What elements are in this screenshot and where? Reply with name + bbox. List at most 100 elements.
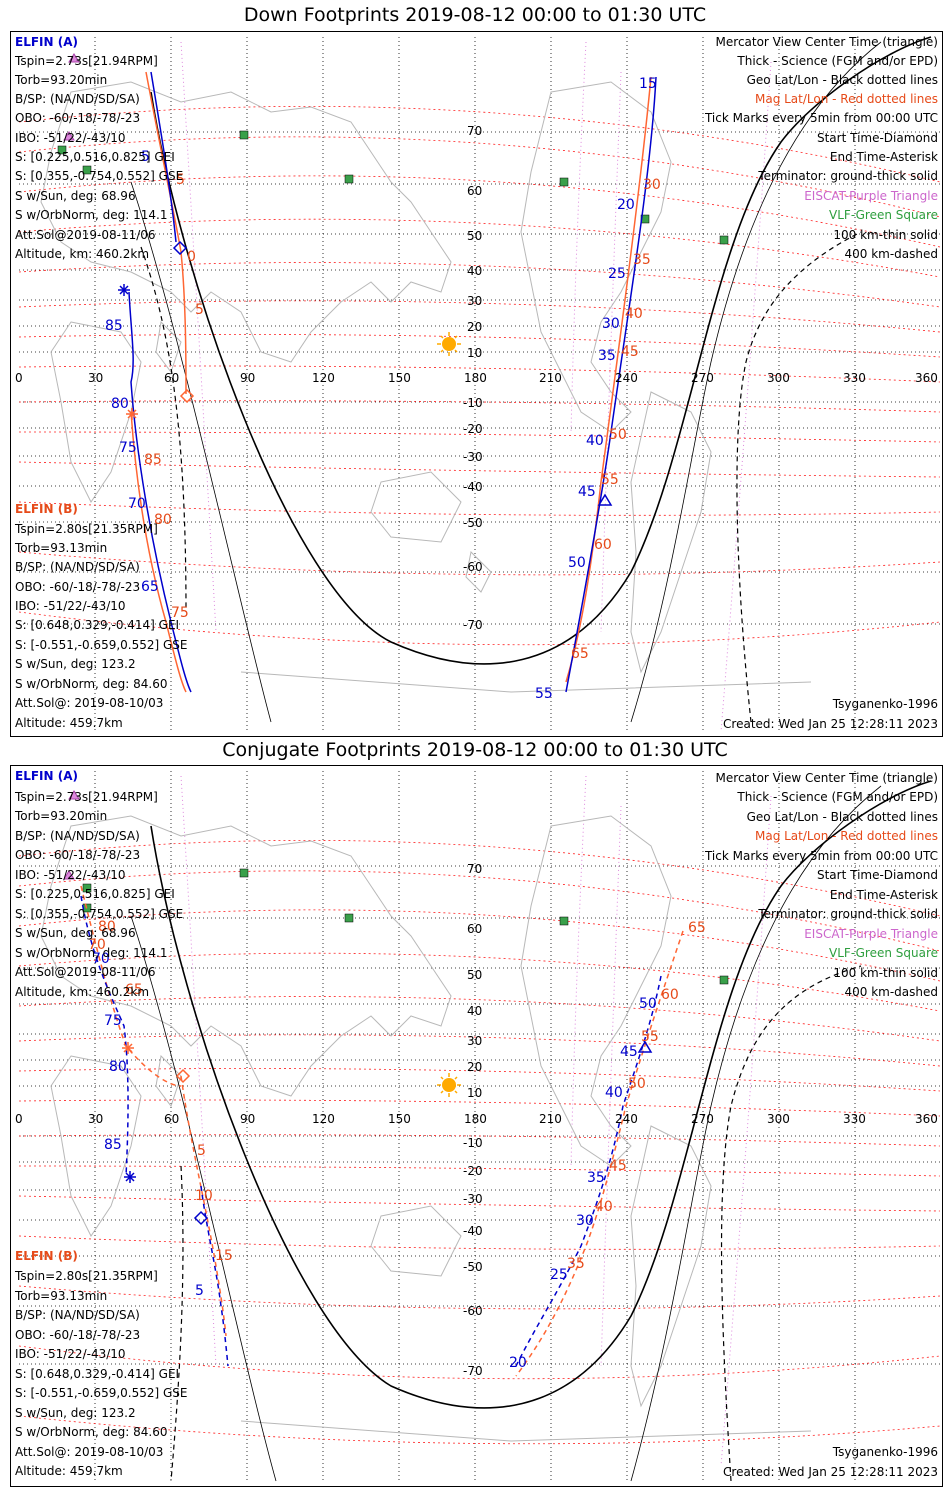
elfin-a-line: IBO: -51/22/-43/10 bbox=[15, 868, 126, 882]
lat-label: 20 bbox=[467, 1060, 483, 1074]
elfin-a-line: Altitude, km: 460.2km bbox=[15, 985, 150, 999]
elfin-a-line: S w/Sun, deg: 68.96 bbox=[15, 926, 136, 940]
start-diamond-a bbox=[193, 1210, 209, 1226]
elfin-a-line: S w/Sun, deg: 68.96 bbox=[15, 189, 136, 203]
elfin-a-line: Torb=93.20min bbox=[15, 809, 108, 823]
track-tick-label: 30 bbox=[643, 177, 661, 193]
eiscat-triangle bbox=[63, 870, 75, 880]
lon-label: 120 bbox=[312, 371, 335, 385]
elfin-b-track bbox=[130, 71, 652, 693]
lon-label: 30 bbox=[88, 371, 104, 385]
lon-label: 60 bbox=[164, 371, 180, 385]
end-asterisk-a bbox=[118, 284, 130, 296]
map-panel-conjugate: 0 30 60 90 120 150 180 210 240 270 300 3… bbox=[10, 765, 943, 1487]
start-diamond-b bbox=[179, 388, 195, 404]
mercator-map-conjugate bbox=[18, 771, 941, 1482]
start-end-markers bbox=[122, 1040, 653, 1226]
elfin-b-line: S: [-0.551,-0.659,0.552] GSE bbox=[15, 638, 188, 652]
elfin-b-line: S w/OrbNorm, deg: 84.60 bbox=[15, 1425, 168, 1439]
elfin-a-line: Torb=93.20min bbox=[15, 73, 108, 87]
end-asterisk-b bbox=[126, 408, 138, 420]
start-end-markers bbox=[118, 240, 613, 506]
track-tick-label: 5 bbox=[195, 1283, 204, 1299]
legend-line: Mag Lat/Lon - Red dotted lines bbox=[754, 829, 938, 843]
elfin-b-track bbox=[80, 885, 684, 1377]
continents bbox=[40, 815, 812, 1442]
track-tick-label: 65 bbox=[688, 920, 706, 936]
lon-label: 240 bbox=[615, 1112, 638, 1126]
lat-label: -40 bbox=[463, 480, 483, 494]
vlf-stations bbox=[57, 130, 729, 245]
track-tick-label: 65 bbox=[571, 646, 589, 662]
lat-label: -10 bbox=[463, 1136, 483, 1150]
terminator-400km-east bbox=[736, 231, 862, 723]
legend-line: Thick - Science (FGM and/or EPD) bbox=[737, 54, 938, 68]
elfin-b-line: Torb=93.13min bbox=[15, 541, 108, 555]
legend-line: 100 km-thin solid bbox=[833, 966, 938, 980]
lat-label: -60 bbox=[463, 560, 483, 574]
track-tick-label: 70 bbox=[92, 951, 110, 967]
created-label: Created: Wed Jan 25 12:28:11 2023 bbox=[723, 1465, 938, 1479]
track-tick-label: 70 bbox=[128, 496, 146, 512]
elfin-a-track bbox=[128, 71, 657, 693]
track-tick-label: 5 bbox=[197, 1143, 206, 1159]
lat-label: -10 bbox=[463, 396, 483, 410]
lat-label: -70 bbox=[463, 618, 483, 632]
track-tick-label: 30 bbox=[576, 1213, 594, 1229]
legend-line: Thick - Science (FGM and/or EPD) bbox=[737, 790, 938, 804]
track-tick-label: 85 bbox=[105, 318, 123, 334]
lat-label: 20 bbox=[467, 320, 483, 334]
lon-label: 90 bbox=[240, 371, 256, 385]
lat-label: 70 bbox=[467, 124, 483, 138]
legend-line: Tick Marks every 5min from 00:00 UTC bbox=[704, 849, 938, 863]
track-tick-label: 15 bbox=[639, 76, 657, 92]
elfin-b-header: ELFIN (B) bbox=[15, 1249, 78, 1263]
elfin-b-line: OBO: -60/-18/-78/-23 bbox=[15, 1328, 141, 1342]
panel-title-down: Down Footprints 2019-08-12 00:00 to 01:3… bbox=[243, 4, 707, 26]
vlf-stations bbox=[82, 868, 729, 985]
lon-label: 240 bbox=[615, 371, 638, 385]
terminator-400km bbox=[170, 1165, 184, 1482]
lat-label: -40 bbox=[463, 1224, 483, 1238]
lat-label: 60 bbox=[467, 922, 483, 936]
elfin-b-line: S w/Sun, deg: 123.2 bbox=[15, 657, 136, 671]
legend-line: Mercator View Center Time (triangle) bbox=[715, 771, 938, 785]
track-tick-label: 55 bbox=[535, 686, 553, 702]
elfin-a-line: S: [0.355,-0.754,0.552] GSE bbox=[15, 169, 184, 183]
terminator-100km-east bbox=[630, 785, 882, 1482]
start-diamond-a bbox=[172, 240, 188, 256]
lon-label: 330 bbox=[843, 1112, 866, 1126]
lat-label: 40 bbox=[467, 1004, 483, 1018]
track-tick-label: 20 bbox=[617, 197, 635, 213]
lon-label: 180 bbox=[464, 1112, 487, 1126]
lon-label: 270 bbox=[691, 371, 714, 385]
elfin-b-line: Altitude: 459.7km bbox=[15, 716, 123, 730]
eiscat-lines bbox=[180, 41, 772, 733]
legend-line: End Time-Asterisk bbox=[829, 150, 938, 164]
vlf-square bbox=[559, 177, 569, 187]
elfin-b-line: Tspin=2.80s[21.35RPM] bbox=[15, 522, 158, 536]
lon-label: 150 bbox=[388, 371, 411, 385]
track-tick-label: 35 bbox=[598, 348, 616, 364]
mag-grid bbox=[18, 105, 941, 646]
track-tick-label: 50 bbox=[628, 1076, 646, 1092]
lat-label: 60 bbox=[467, 184, 483, 198]
track-tick-label: 50 bbox=[609, 427, 627, 443]
vlf-square bbox=[344, 913, 354, 923]
legend-line: 100 km-thin solid bbox=[833, 228, 938, 242]
elfin-a-line: OBO: -60/-18/-78/-23 bbox=[15, 111, 141, 125]
track-tick-label: 40 bbox=[625, 306, 643, 322]
elfin-a-line: OBO: -60/-18/-78/-23 bbox=[15, 848, 141, 862]
track-tick-label: 40 bbox=[595, 1199, 613, 1215]
track-tick-label: 35 bbox=[587, 1170, 605, 1186]
lon-label: 330 bbox=[843, 371, 866, 385]
terminator-ground bbox=[150, 780, 932, 1409]
lon-label: 90 bbox=[240, 1112, 256, 1126]
sun-icon bbox=[437, 332, 461, 356]
track-tick-label: 35 bbox=[633, 252, 651, 268]
vlf-square bbox=[719, 975, 729, 985]
legend-line: Mag Lat/Lon - Red dotted lines bbox=[754, 92, 938, 106]
lat-label: -50 bbox=[463, 1260, 483, 1274]
eiscat-lines bbox=[180, 775, 772, 1467]
lon-label: 0 bbox=[15, 1112, 23, 1126]
